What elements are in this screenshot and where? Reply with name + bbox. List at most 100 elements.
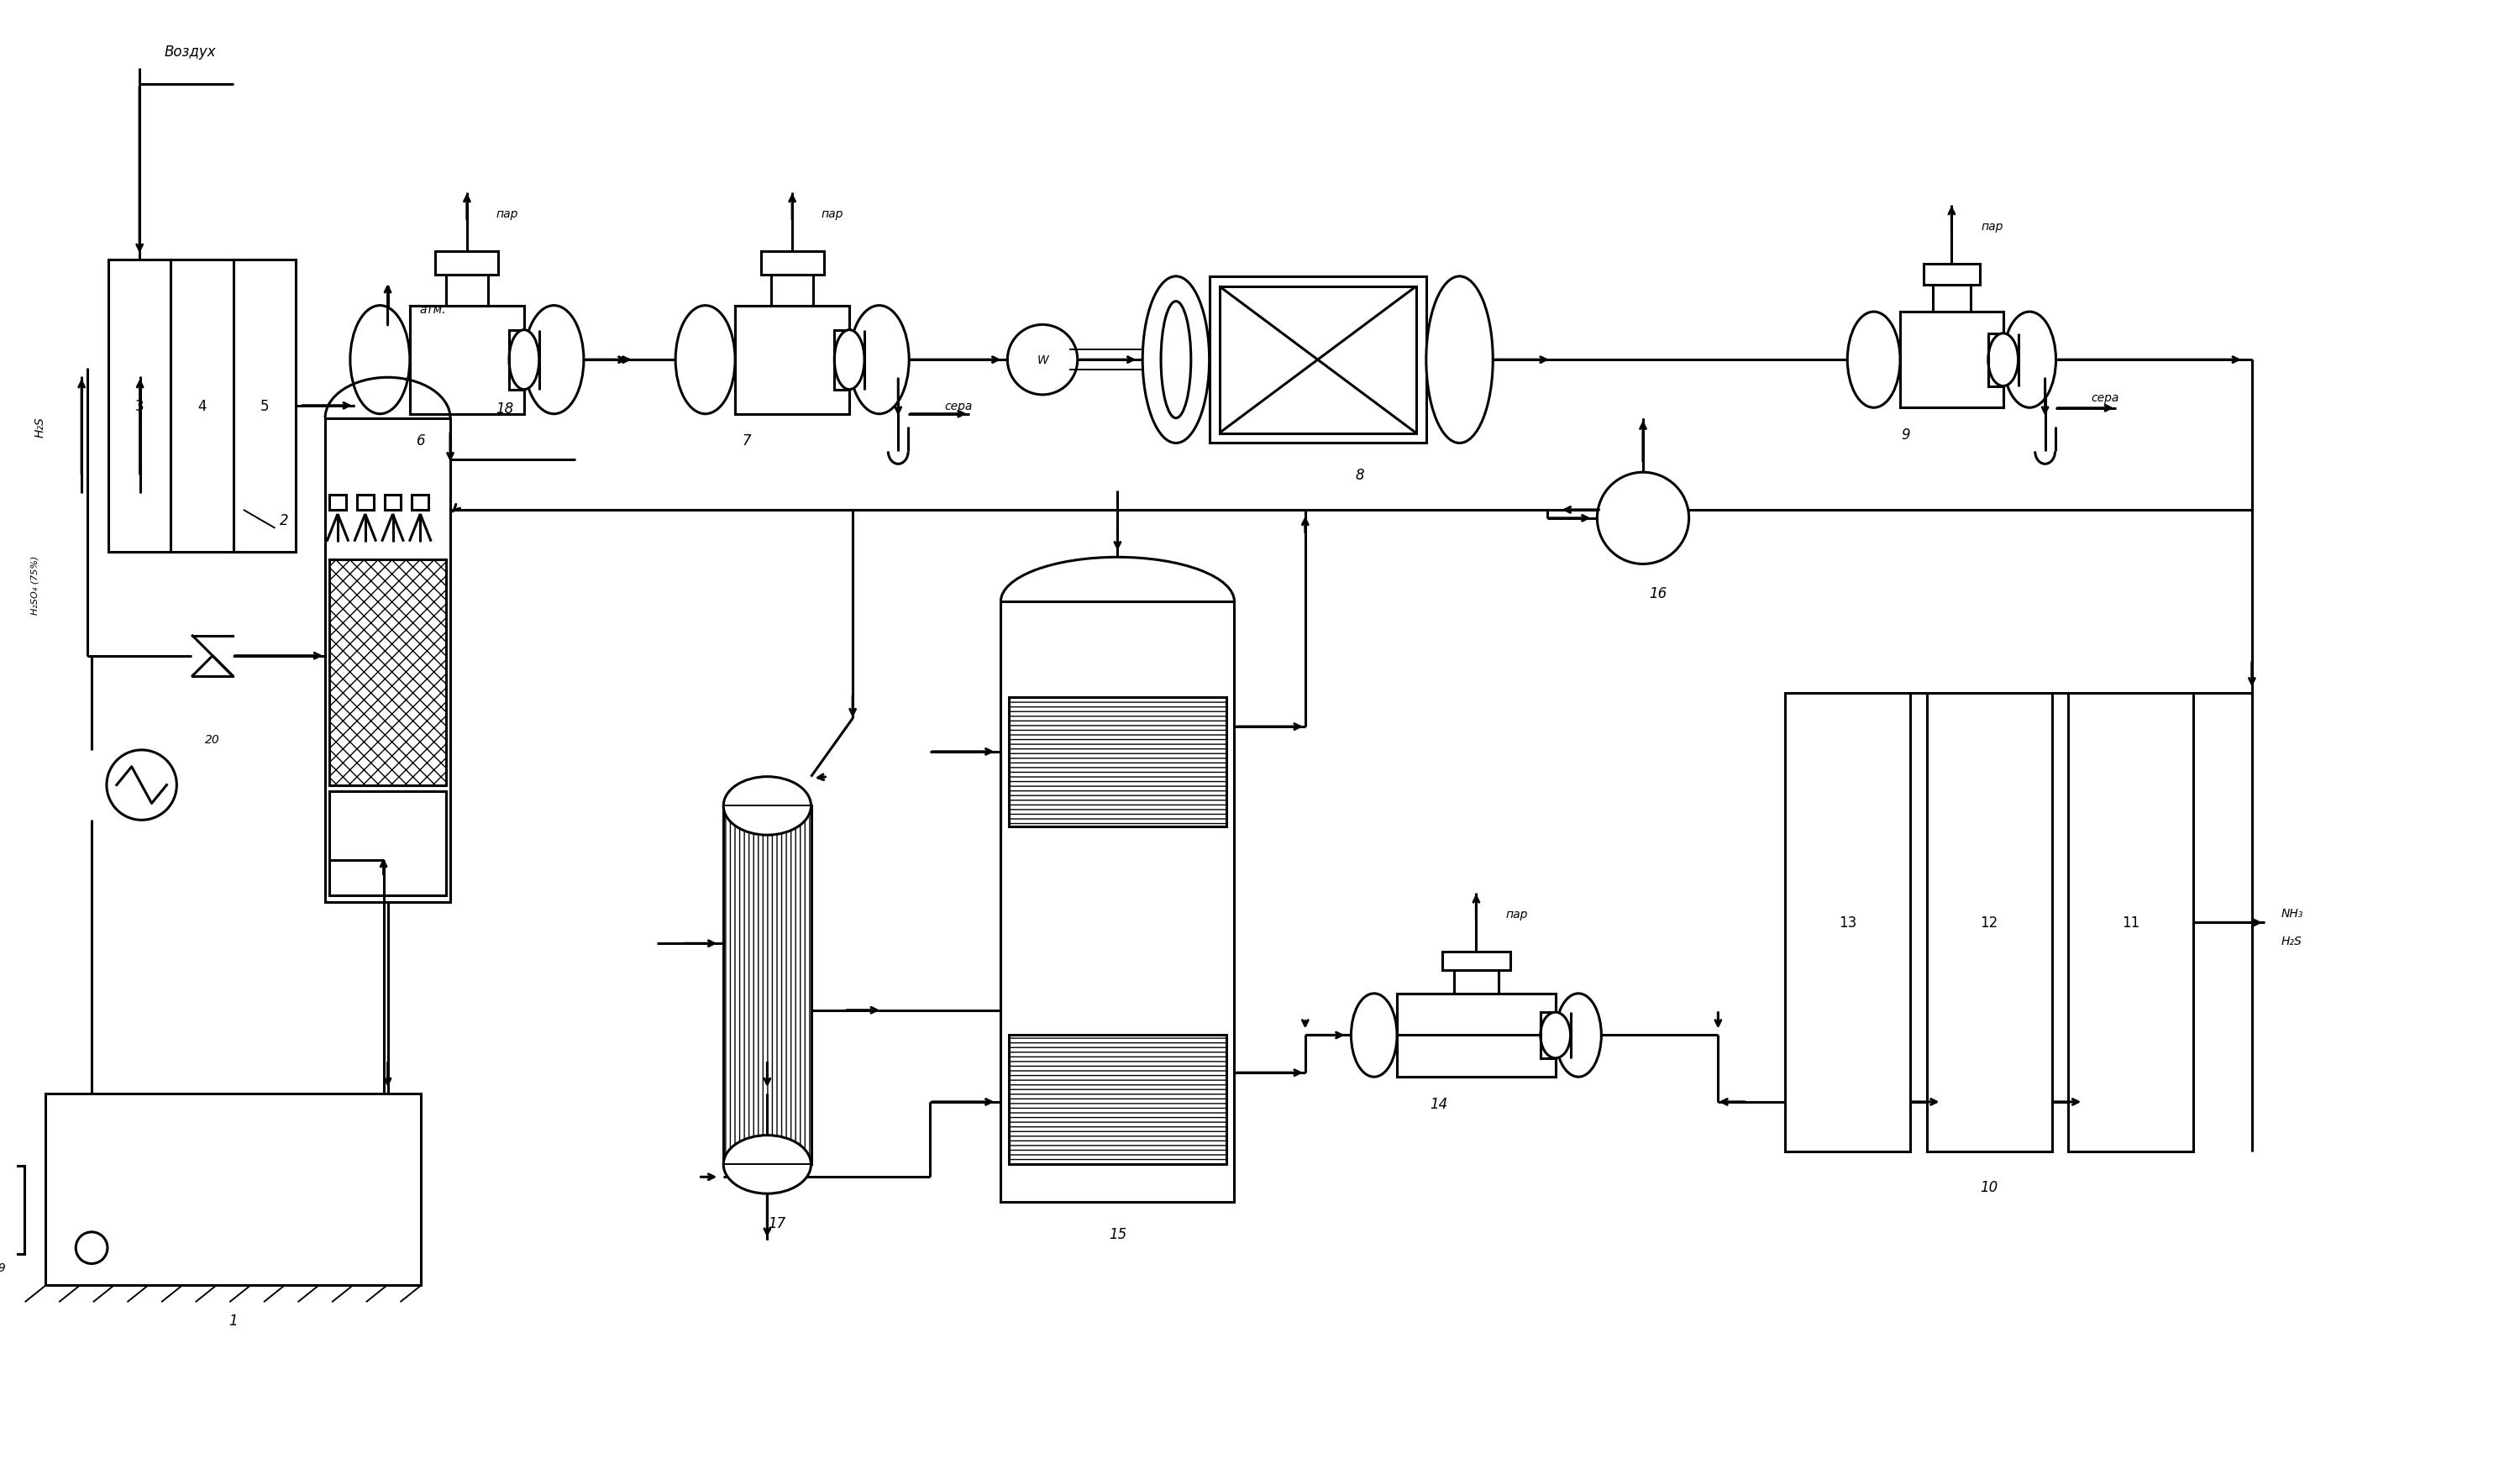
Ellipse shape (1540, 1013, 1570, 1058)
Bar (358, 495, 373, 510)
Text: сера: сера (2092, 392, 2119, 404)
Bar (1008, 1035, 1227, 1164)
Ellipse shape (2003, 312, 2056, 408)
Bar (1008, 1035, 1227, 1164)
Bar (171, 261, 234, 551)
Bar (1441, 952, 1509, 970)
Bar (1008, 697, 1227, 827)
Ellipse shape (723, 1135, 811, 1194)
Ellipse shape (1142, 277, 1210, 444)
Bar (1454, 970, 1499, 993)
Text: пар: пар (1981, 221, 2003, 233)
Bar (411, 307, 524, 414)
Ellipse shape (1555, 993, 1600, 1077)
Circle shape (106, 750, 176, 821)
Text: 9: 9 (1900, 427, 1910, 442)
Text: Воздух: Воздух (164, 44, 217, 59)
Bar (1784, 694, 1910, 1153)
Bar (1396, 993, 1555, 1077)
Text: пар: пар (822, 208, 844, 220)
Text: атм.: атм. (418, 304, 446, 315)
Text: 7: 7 (741, 433, 751, 448)
Ellipse shape (1162, 302, 1192, 419)
Text: 8: 8 (1356, 467, 1363, 483)
Text: H₂SO₄ (75%): H₂SO₄ (75%) (30, 556, 40, 615)
Bar (509, 330, 524, 391)
Polygon shape (192, 637, 212, 677)
Text: 12: 12 (1981, 915, 1998, 930)
Bar (411, 495, 428, 510)
Bar (1000, 601, 1235, 1203)
Ellipse shape (509, 330, 539, 391)
Text: H₂S: H₂S (2281, 936, 2301, 948)
Bar (330, 495, 345, 510)
Circle shape (1598, 473, 1688, 565)
Text: 2: 2 (280, 513, 287, 528)
Bar (1210, 277, 1426, 444)
Bar (834, 330, 849, 391)
Text: W: W (1036, 354, 1048, 366)
Bar (761, 252, 824, 276)
Bar (736, 307, 849, 414)
Ellipse shape (1847, 312, 1900, 408)
Polygon shape (212, 637, 232, 677)
Text: 11: 11 (2122, 915, 2139, 930)
Ellipse shape (524, 307, 585, 414)
Bar (1540, 1013, 1555, 1058)
Bar (436, 252, 499, 276)
Text: 5: 5 (260, 398, 270, 414)
Bar (325, 419, 451, 902)
Ellipse shape (675, 307, 736, 414)
Bar (1988, 335, 2003, 386)
Ellipse shape (849, 307, 910, 414)
Bar (386, 495, 401, 510)
Text: NH₃: NH₃ (2281, 907, 2303, 918)
Text: пар: пар (496, 208, 519, 220)
Circle shape (76, 1232, 108, 1263)
Bar (0, 1166, 25, 1254)
Text: 17: 17 (769, 1216, 786, 1231)
Bar (1923, 264, 1981, 286)
Text: H₂S: H₂S (35, 417, 45, 438)
Bar (1220, 287, 1416, 433)
Bar (736, 307, 849, 414)
Text: 18: 18 (496, 401, 514, 416)
Bar (771, 276, 814, 307)
Bar (330, 560, 446, 786)
Text: 4: 4 (197, 398, 207, 414)
Bar (723, 806, 811, 1164)
Bar (411, 307, 524, 414)
Bar (1008, 697, 1227, 827)
Bar (1900, 312, 2003, 408)
Text: 1: 1 (229, 1313, 237, 1328)
Ellipse shape (1426, 277, 1492, 444)
Ellipse shape (834, 330, 864, 391)
Text: 15: 15 (1109, 1226, 1126, 1241)
Ellipse shape (1988, 335, 2019, 386)
Bar (1928, 694, 2051, 1153)
Text: 20: 20 (204, 734, 219, 746)
Bar (108, 261, 171, 551)
Text: пар: пар (1504, 908, 1527, 920)
Text: 13: 13 (1840, 915, 1857, 930)
Text: 10: 10 (1981, 1179, 1998, 1194)
Bar (330, 560, 446, 786)
Text: сера: сера (945, 401, 973, 411)
Bar (723, 806, 811, 1164)
Bar (1396, 993, 1555, 1077)
Bar (1933, 286, 1971, 312)
Bar (2069, 694, 2192, 1153)
Bar (1900, 312, 2003, 408)
Bar (446, 276, 489, 307)
Text: 16: 16 (1648, 587, 1666, 601)
Text: 6: 6 (416, 433, 426, 448)
Bar (330, 792, 446, 895)
Text: 3: 3 (136, 398, 144, 414)
Ellipse shape (723, 777, 811, 836)
Circle shape (1008, 326, 1079, 395)
Ellipse shape (1351, 993, 1396, 1077)
Text: 14: 14 (1429, 1097, 1446, 1111)
Text: 19: 19 (0, 1262, 5, 1274)
Ellipse shape (350, 307, 411, 414)
Bar (234, 261, 295, 551)
